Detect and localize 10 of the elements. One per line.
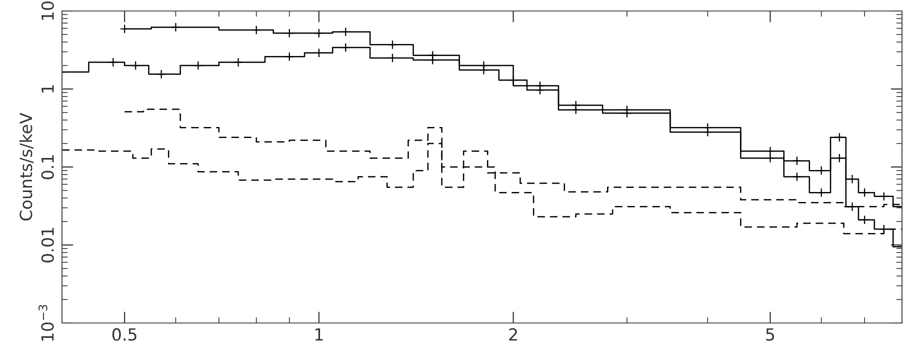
y-tick-label: 10 — [41, 2, 54, 20]
y-tick-label: 10$^{−3}$ — [38, 304, 54, 341]
y-tick-label: 0.1 — [41, 155, 54, 180]
x-tick-label: 5 — [766, 328, 774, 341]
y-tick-label: 1 — [42, 85, 54, 92]
x-tick-label: 0.5 — [112, 328, 136, 341]
y-axis-title: Counts/s/keV — [19, 112, 34, 220]
x-tick-label: 1 — [315, 328, 323, 341]
y-tick-label: 0.01 — [41, 228, 54, 262]
x-tick-label: 2 — [509, 328, 517, 341]
